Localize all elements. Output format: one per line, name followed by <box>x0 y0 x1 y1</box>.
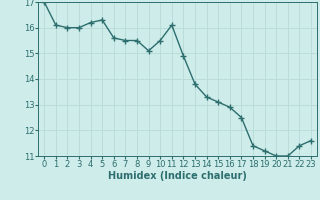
X-axis label: Humidex (Indice chaleur): Humidex (Indice chaleur) <box>108 171 247 181</box>
